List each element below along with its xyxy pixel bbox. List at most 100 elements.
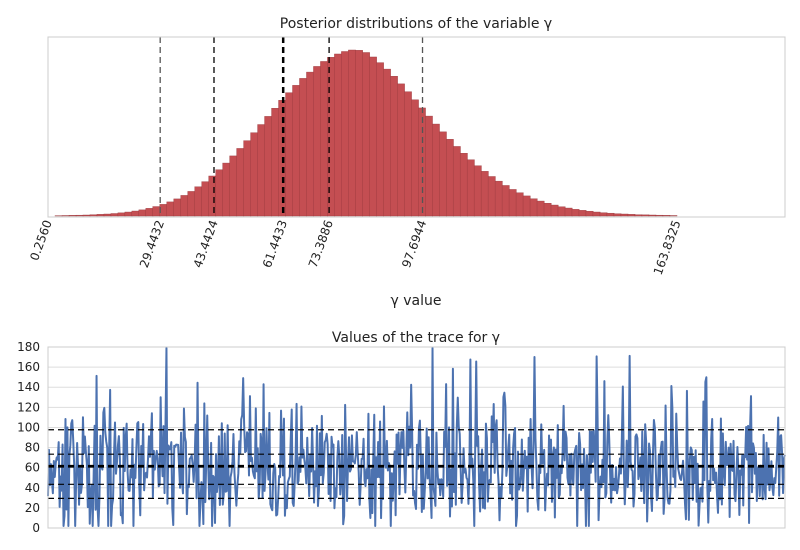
histogram-reference-lines [159, 37, 424, 217]
histogram-bar [655, 214, 664, 217]
histogram-bar [627, 214, 636, 217]
histogram-bar [613, 213, 622, 217]
histogram-bar [529, 198, 538, 217]
x-tick-label: 43.4424 [191, 218, 221, 269]
histogram-bar [480, 171, 489, 217]
y-tick-label: 180 [17, 340, 40, 354]
trace-y-ticks: 0 20 40 60 80 100 120 140 160 180 [17, 340, 40, 535]
histogram-bar [487, 176, 496, 217]
histogram-bar [138, 209, 147, 217]
histogram-bar [320, 61, 328, 217]
histogram-bar [229, 155, 238, 217]
histogram-bar [501, 185, 510, 217]
histogram-bar [208, 175, 217, 217]
histogram-bar [159, 204, 168, 217]
histogram-bar [96, 214, 105, 217]
y-tick-label: 120 [17, 400, 40, 414]
histogram-bar [564, 207, 573, 217]
histogram-bar [411, 99, 419, 217]
trace-reference-lines [48, 429, 785, 499]
histogram-axes-frame [47, 36, 786, 218]
histogram-bar [397, 83, 405, 217]
histogram-bar [599, 212, 608, 217]
histogram-bar [473, 165, 482, 217]
histogram-bar [557, 206, 566, 217]
histogram-bar [306, 71, 314, 217]
histogram-bar [264, 116, 273, 217]
histogram-bar [131, 210, 140, 217]
y-tick-label: 140 [17, 380, 40, 394]
trace-chart: Values of the trace for γ 0 20 40 60 80 100 12… [17, 330, 786, 535]
histogram-bar [348, 49, 356, 217]
histogram-bar [669, 215, 678, 217]
histogram-bar [292, 85, 301, 217]
histogram-bar [383, 68, 391, 217]
histogram-bar [187, 191, 196, 217]
x-tick-label: 0.2560 [27, 218, 55, 262]
histogram-bar [341, 51, 349, 217]
histogram-x-ticks: 0.2560 29.4432 43.4424 61.4433 73.3886 97.694… [27, 218, 683, 277]
histogram-bar [446, 139, 454, 217]
y-tick-label: 60 [25, 461, 40, 475]
histogram-bar [243, 140, 252, 217]
histogram-bar [355, 50, 363, 217]
histogram-bar [522, 195, 531, 217]
histogram-bar [536, 200, 545, 217]
histogram-bar [68, 215, 77, 217]
y-tick-label: 0 [32, 521, 40, 535]
x-tick-label: 163.8325 [651, 218, 684, 277]
histogram-bar [606, 212, 615, 217]
histogram-bar [376, 62, 384, 217]
histogram-bar [145, 208, 154, 217]
histogram-bar [390, 76, 398, 217]
histogram-bar [236, 148, 245, 217]
histogram-bar [515, 192, 524, 217]
histogram-bar [313, 66, 321, 217]
trace-series-line [47, 347, 786, 527]
histogram-bar [452, 146, 461, 217]
x-tick-label: 61.4433 [260, 218, 290, 269]
trace-title: Values of the trace for γ [332, 330, 500, 346]
histogram-bar [75, 214, 84, 217]
histogram-bar [89, 214, 98, 217]
histogram-bar [592, 211, 601, 217]
x-tick-label: 73.3886 [306, 218, 336, 269]
histogram-bar [299, 78, 307, 217]
histogram-bar [285, 92, 294, 217]
histogram-bar [550, 204, 559, 217]
histogram-bar [110, 213, 119, 217]
histogram-bar [173, 198, 182, 217]
histogram-bar [641, 214, 650, 217]
histogram-chart: Posterior distributions of the variable … [27, 16, 786, 309]
y-tick-label: 20 [25, 501, 40, 515]
y-tick-label: 160 [17, 360, 40, 374]
histogram-bar [215, 169, 224, 217]
histogram-bar [439, 131, 447, 217]
histogram-bar [334, 53, 342, 217]
histogram-bar [362, 52, 370, 217]
trace-axes-frame [47, 346, 786, 529]
histogram-bar [166, 201, 175, 217]
y-tick-label: 100 [17, 420, 40, 434]
histogram-bar [222, 162, 231, 217]
histogram-bar [425, 115, 433, 217]
histogram-bar [124, 211, 133, 217]
x-tick-label: 97.6944 [399, 218, 429, 269]
histogram-bar [271, 108, 280, 217]
histogram-bar [432, 123, 440, 217]
x-tick-label: 29.4432 [137, 218, 167, 269]
histogram-bar [250, 132, 259, 217]
histogram-bar [508, 189, 517, 217]
histogram-bar [494, 180, 503, 217]
histogram-bar [117, 212, 126, 217]
histogram-bar [634, 214, 643, 217]
histogram-bar [648, 214, 657, 217]
histogram-bar [578, 210, 587, 217]
histogram-x-label: γ value [391, 293, 442, 309]
histogram-bar [257, 124, 266, 217]
y-tick-label: 80 [25, 441, 40, 455]
histogram-bar [61, 215, 70, 217]
histogram-bar [152, 206, 161, 217]
histogram-bar [404, 91, 412, 217]
